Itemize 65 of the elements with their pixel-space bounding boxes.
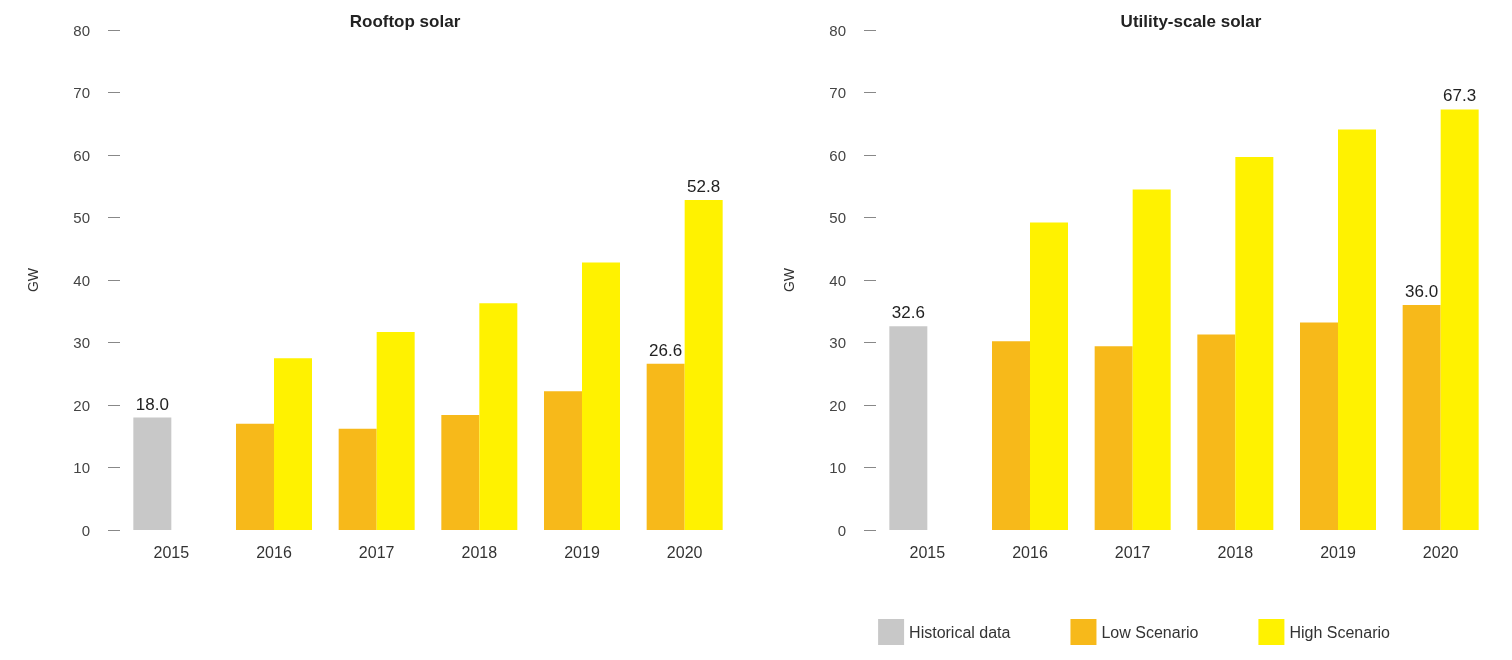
x-tick-label: 2017	[1114, 543, 1151, 561]
bar	[236, 423, 274, 530]
bar	[1440, 109, 1479, 530]
legend-label: Low Scenario	[1101, 623, 1199, 641]
bar	[544, 391, 582, 530]
y-tick-label: 30	[73, 334, 90, 351]
y-tick-label: 20	[73, 396, 90, 414]
legend-label: Historical data	[909, 623, 1011, 641]
y-tick-label: 70	[73, 84, 90, 101]
bar	[338, 428, 377, 530]
bar	[684, 200, 723, 530]
x-tick-label: 2020	[666, 543, 703, 561]
bar	[646, 363, 685, 530]
y-tick-label: 80	[73, 21, 90, 39]
bar	[1030, 222, 1068, 530]
bar	[1197, 334, 1236, 530]
bar	[1235, 156, 1274, 530]
data-label: 32.6	[891, 303, 925, 323]
x-tick-label: 2015	[909, 543, 946, 561]
bar	[1094, 346, 1133, 530]
y-tick-label: 10	[829, 459, 846, 476]
y-tick-label: 50	[829, 209, 846, 226]
bar	[441, 415, 480, 530]
y-tick-label: 0	[837, 521, 846, 539]
bar	[274, 358, 312, 530]
data-label: 67.3	[1443, 86, 1477, 106]
y-tick-label: 60	[73, 146, 90, 164]
x-tick-label: 2017	[358, 543, 395, 561]
x-tick-label: 2018	[461, 543, 498, 561]
data-label: 18.0	[135, 394, 169, 414]
bar	[1132, 189, 1171, 530]
x-tick-label: 2016	[1012, 543, 1048, 561]
y-tick-label: 0	[81, 521, 90, 539]
x-tick-label: 2020	[1422, 543, 1459, 561]
y-tick-label: 30	[829, 334, 846, 351]
y-axis-title: GW	[25, 267, 41, 293]
data-label: 26.6	[649, 340, 683, 360]
x-tick-label: 2016	[256, 543, 292, 561]
data-label: 36.0	[1405, 282, 1439, 301]
bar	[376, 331, 415, 530]
chart-title: Rooftop solar	[349, 12, 461, 31]
y-axis-title: GW	[781, 267, 797, 293]
y-tick-label: 40	[829, 271, 846, 289]
bar	[889, 326, 928, 530]
legend-label: High Scenario	[1289, 623, 1391, 641]
bar	[1300, 322, 1338, 530]
bar	[992, 341, 1030, 530]
y-tick-label: 10	[73, 459, 90, 476]
y-tick-label: 80	[829, 21, 846, 39]
x-tick-label: 2019	[564, 543, 600, 561]
bar	[582, 262, 620, 530]
bar	[1338, 129, 1376, 530]
y-tick-label: 60	[829, 146, 846, 164]
bar	[1402, 305, 1441, 530]
bar	[479, 303, 518, 530]
x-tick-label: 2019	[1320, 543, 1356, 561]
bar	[133, 417, 172, 530]
chart-title: Utility-scale solar	[1120, 12, 1262, 31]
x-tick-label: 2015	[153, 543, 190, 561]
data-label: 52.8	[687, 177, 721, 196]
y-tick-label: 20	[829, 396, 846, 414]
y-tick-label: 50	[73, 209, 90, 226]
y-tick-label: 40	[73, 271, 90, 289]
y-tick-label: 70	[829, 84, 846, 101]
x-tick-label: 2018	[1217, 543, 1254, 561]
